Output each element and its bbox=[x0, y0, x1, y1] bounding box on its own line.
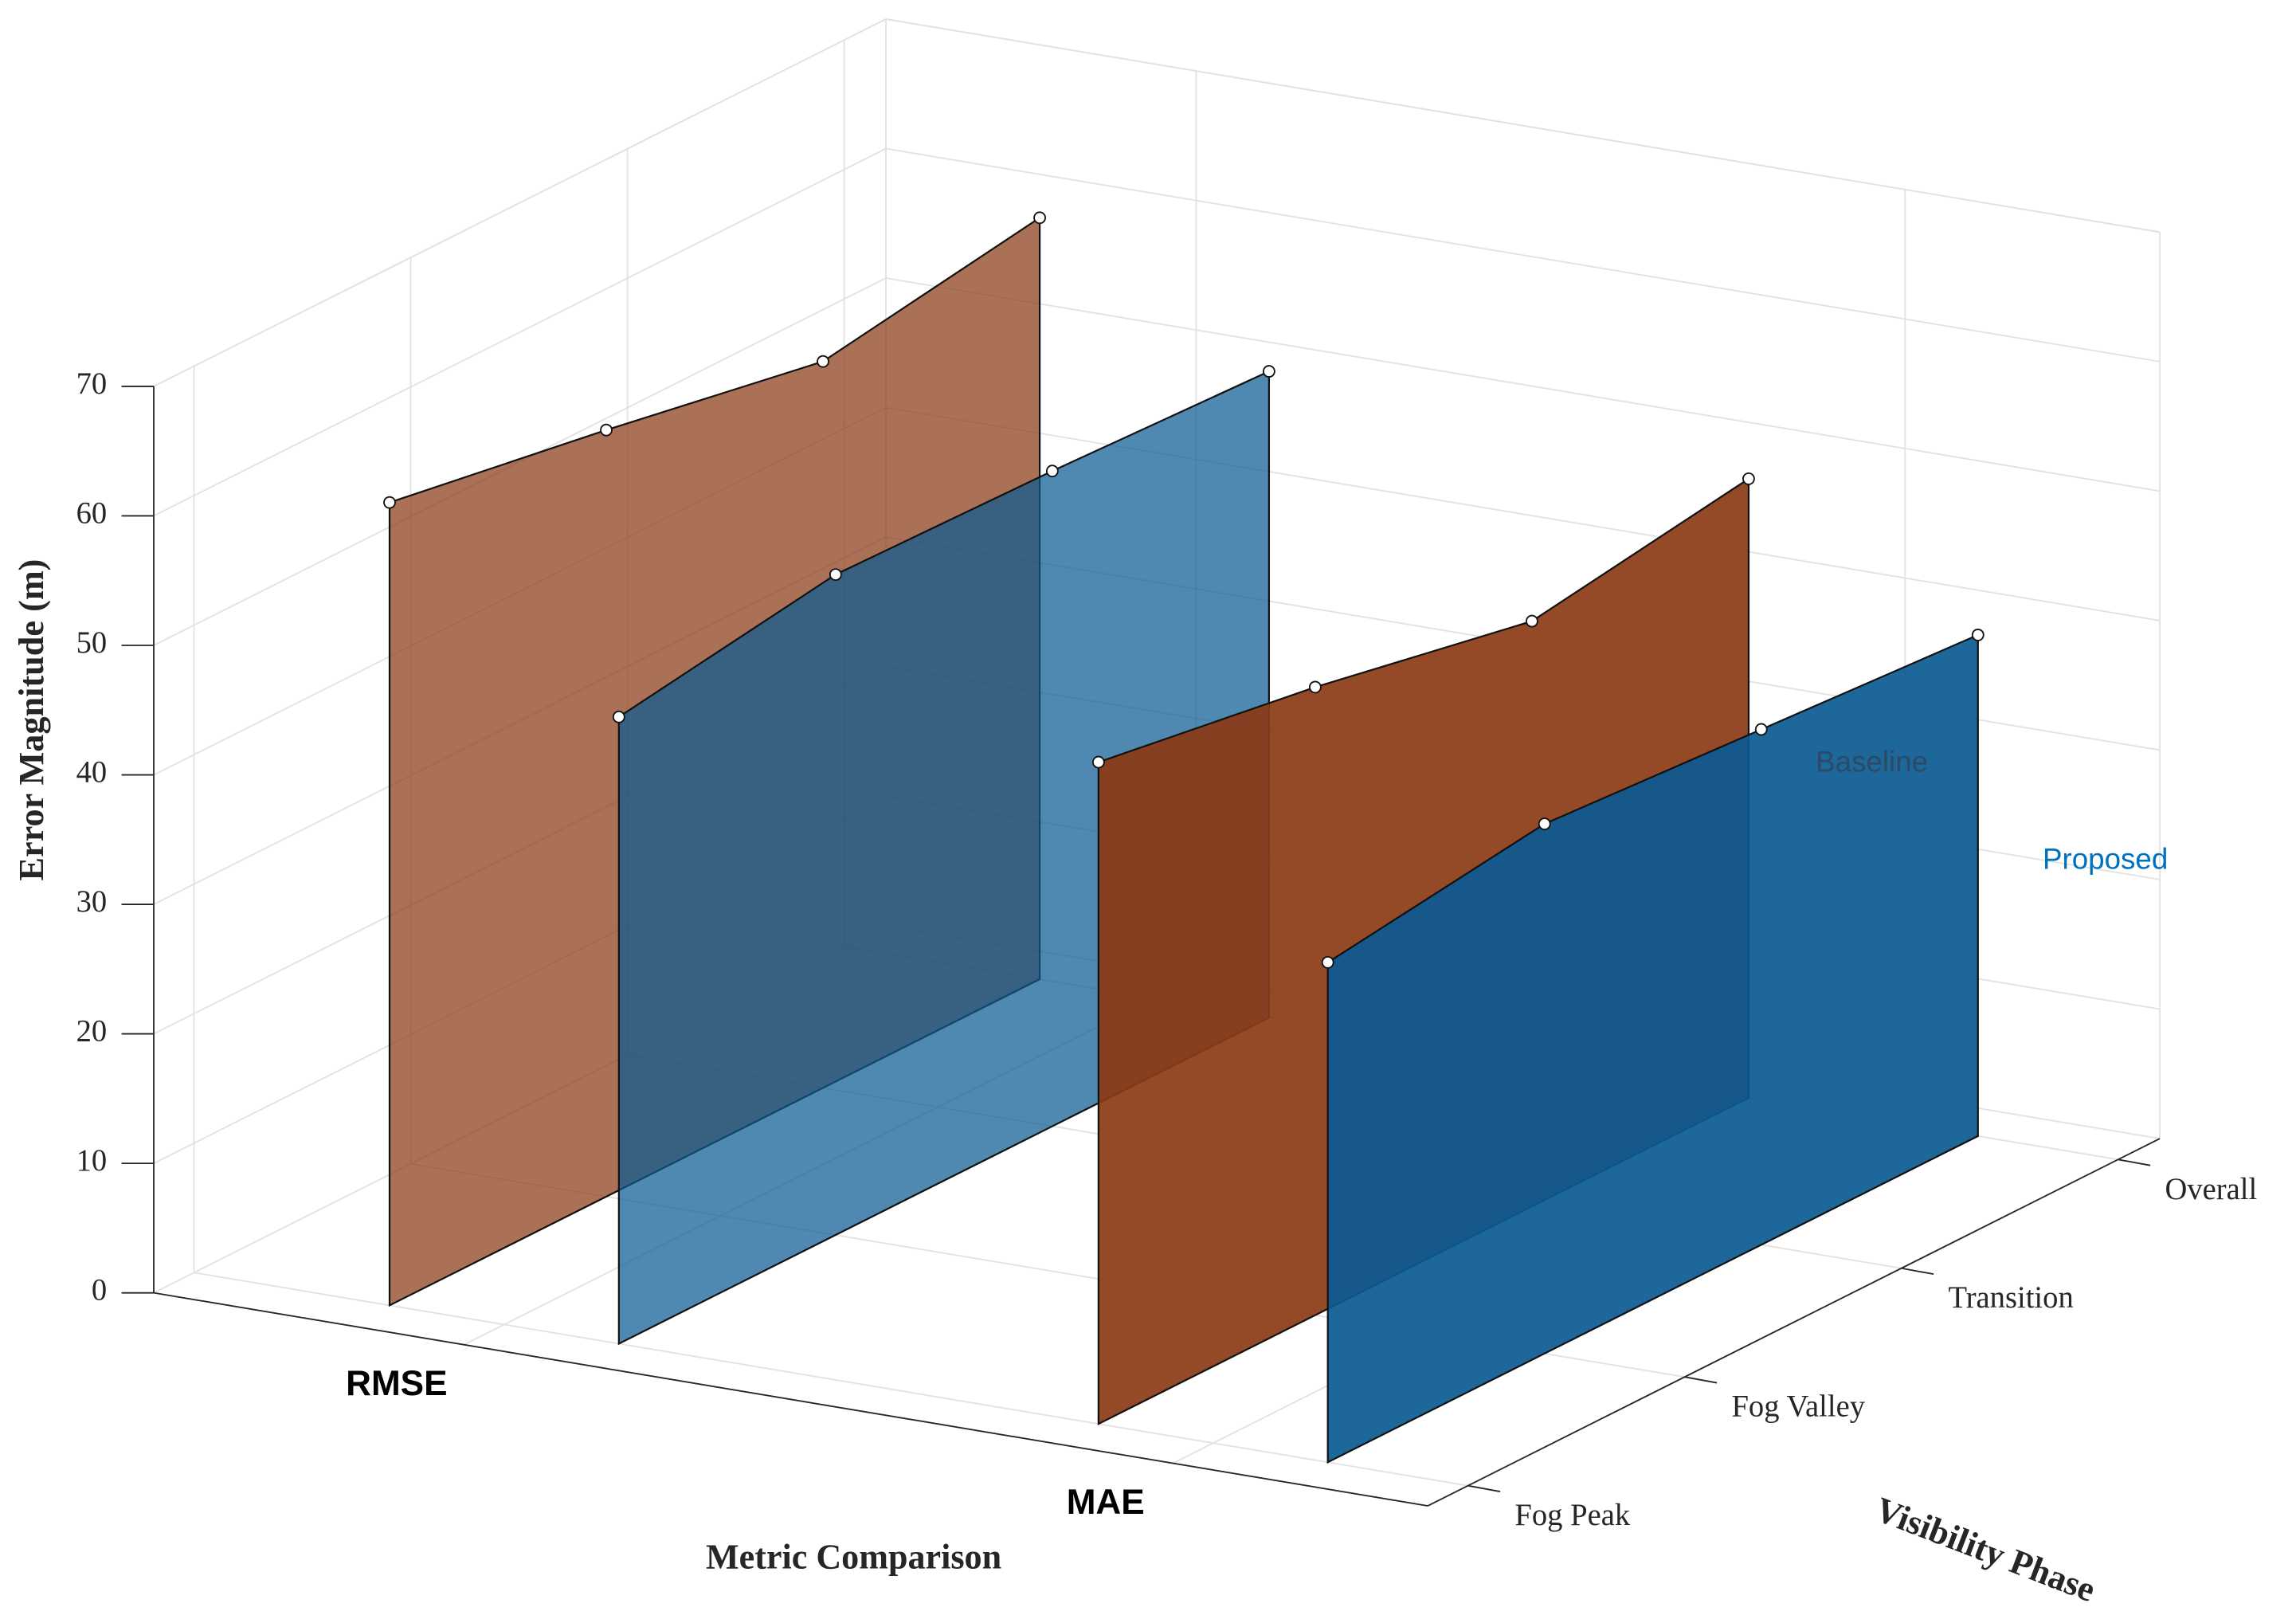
x-tick-label: RMSE bbox=[346, 1364, 447, 1403]
z-tick-label: 50 bbox=[76, 626, 108, 660]
marker bbox=[1742, 472, 1755, 485]
y-tick bbox=[1901, 1267, 1934, 1276]
grid-line bbox=[885, 277, 2161, 492]
y-tick bbox=[1467, 1484, 1501, 1492]
z-tick-label: 20 bbox=[76, 1014, 108, 1048]
x-tick-label: MAE bbox=[1067, 1483, 1145, 1522]
y-tick bbox=[2118, 1158, 2151, 1166]
marker bbox=[612, 710, 625, 723]
grid-line bbox=[153, 147, 887, 517]
marker bbox=[1538, 817, 1551, 830]
marker bbox=[383, 496, 396, 509]
grid-line bbox=[885, 406, 2161, 621]
marker bbox=[1262, 365, 1275, 378]
y-tick-label: Fog Valley bbox=[1731, 1390, 1865, 1424]
y-tick-label: Transition bbox=[1948, 1281, 2073, 1315]
legend-entry: Baseline bbox=[1816, 746, 1928, 778]
marker bbox=[600, 423, 613, 437]
marker bbox=[1754, 723, 1768, 736]
marker bbox=[1091, 755, 1105, 769]
y-tick-label: Overall bbox=[2165, 1173, 2257, 1206]
y-tick bbox=[1684, 1376, 1718, 1384]
x-axis bbox=[153, 1292, 1428, 1507]
z-tick-label: 70 bbox=[76, 367, 108, 401]
y-tick-label: Fog Peak bbox=[1514, 1499, 1630, 1532]
box-edge bbox=[153, 18, 887, 387]
marker bbox=[1045, 465, 1059, 478]
x-axis-label: Metric Comparison bbox=[706, 1537, 1001, 1576]
y-axis bbox=[1427, 1138, 2161, 1507]
z-tick-label: 30 bbox=[76, 885, 108, 919]
grid-line bbox=[194, 1272, 1468, 1487]
z-axis-label: Error Magnitude (m) bbox=[12, 559, 51, 881]
z-tick-label: 40 bbox=[76, 755, 108, 789]
z-tick-label: 0 bbox=[92, 1273, 107, 1307]
ribbon bbox=[1326, 633, 1979, 1464]
box-edge bbox=[885, 18, 2161, 233]
legend-entry: Proposed bbox=[2043, 842, 2168, 875]
marker bbox=[1033, 211, 1046, 225]
z-tick-label: 10 bbox=[76, 1144, 108, 1178]
grid-line bbox=[885, 147, 2161, 363]
marker bbox=[1321, 955, 1334, 969]
marker bbox=[1526, 614, 1538, 628]
y-axis-label: Visibility Phase bbox=[1870, 1490, 2100, 1610]
marker bbox=[829, 568, 842, 582]
marker bbox=[1308, 680, 1322, 694]
marker bbox=[1971, 628, 1985, 641]
z-tick-label: 60 bbox=[76, 496, 108, 530]
marker bbox=[817, 355, 829, 368]
